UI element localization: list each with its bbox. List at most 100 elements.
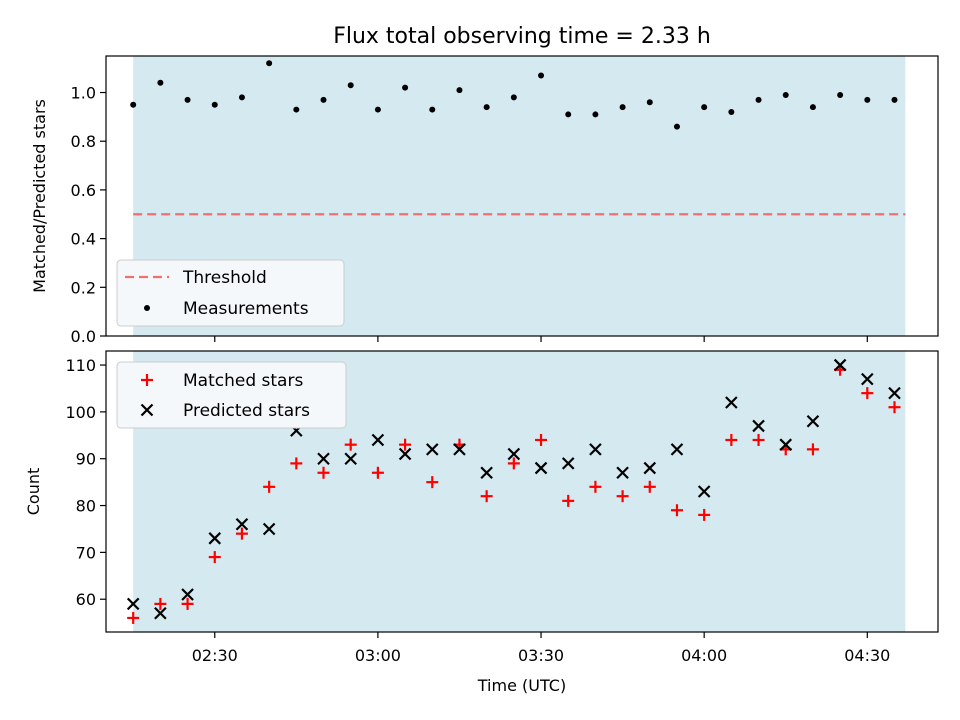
bottom-panel: 60 70 80 90 100 110 02:30 03:00 03:30 04:00 04:30…	[24, 350, 939, 695]
top-legend-box	[116, 259, 345, 327]
predicted-star-point	[779, 438, 793, 451]
matched-star-point	[888, 401, 901, 414]
legend-matched-marker	[141, 374, 153, 386]
measurement-point	[891, 96, 898, 103]
top-y-axis-label: Matched/Predicted stars	[30, 99, 49, 293]
matched-star-point	[589, 480, 602, 493]
matched-star-point	[535, 433, 548, 446]
predicted-star-point	[534, 461, 548, 475]
predicted-star-point	[616, 466, 629, 480]
predicted-star-point	[507, 447, 521, 461]
predicted-star-point	[235, 518, 249, 531]
predicted-star-point	[453, 443, 466, 456]
measurement-point	[538, 72, 545, 79]
legend-measurements-label: Measurements	[183, 299, 309, 319]
y-tick-label: 1.0	[71, 84, 96, 103]
matched-star-point	[616, 490, 629, 503]
measurement-point	[266, 60, 273, 67]
y-tick-label: 0.2	[71, 278, 96, 297]
matched-star-point	[127, 611, 140, 624]
predicted-star-point	[861, 372, 874, 386]
matched-star-point	[154, 597, 167, 610]
bottom-y-axis: 60 70 80 90 100 110	[65, 356, 106, 609]
matched-star-point	[480, 490, 493, 503]
measurement-point	[374, 106, 381, 113]
predicted-star-point	[670, 443, 684, 456]
x-axis-label: Time (UTC)	[477, 676, 566, 695]
legend-predicted-swatch	[140, 403, 154, 417]
matched-star-point	[426, 476, 439, 489]
matched-star-point	[208, 551, 221, 564]
predicted-star-point	[888, 386, 901, 400]
matched-star-point	[317, 466, 330, 479]
count-points	[126, 358, 901, 624]
predicted-star-point	[154, 606, 167, 620]
matched-star-point	[263, 480, 276, 493]
measurement-point	[456, 87, 463, 94]
predicted-star-point	[697, 485, 711, 498]
y-tick-label: 80	[76, 497, 96, 516]
matched-star-point	[861, 387, 874, 400]
y-tick-label: 0.4	[71, 230, 96, 249]
matched-star-point	[344, 438, 357, 451]
matched-star-point	[562, 494, 575, 507]
measurement-point	[429, 106, 436, 113]
predicted-star-point	[752, 419, 765, 433]
predicted-star-point	[725, 396, 738, 409]
measurement-point	[728, 109, 735, 115]
matched-star-point	[235, 527, 248, 540]
bottom-legend: Matched stars Predicted stars	[116, 361, 347, 429]
measurement-point	[293, 106, 300, 113]
measurement-point	[157, 79, 164, 86]
measurement-point	[238, 94, 245, 101]
measurement-point	[673, 123, 680, 130]
matched-star-point	[399, 438, 412, 451]
predicted-star-point	[643, 461, 657, 475]
matched-star-point	[290, 457, 303, 470]
predicted-star-point	[126, 597, 140, 611]
measurement-point	[347, 82, 354, 89]
y-tick-label: 100	[65, 403, 96, 422]
matched-star-point	[806, 443, 819, 456]
matched-star-point	[725, 433, 738, 446]
matched-star-point	[698, 508, 711, 521]
top-legend: Threshold Measurements	[116, 259, 345, 327]
x-tick-label: 04:30	[844, 646, 890, 665]
matched-star-point	[643, 480, 656, 493]
bottom-axes-frame	[105, 350, 939, 633]
measurement-point	[565, 111, 572, 118]
predicted-star-point	[262, 522, 276, 536]
measurement-points	[130, 60, 898, 130]
matched-star-point	[670, 504, 683, 517]
y-tick-label: 0.8	[71, 132, 96, 151]
legend-threshold-label: Threshold	[182, 268, 267, 288]
predicted-star-point	[806, 414, 820, 428]
legend-predicted-marker	[140, 403, 154, 417]
x-tick-label: 02:30	[192, 646, 238, 665]
predicted-star-point	[208, 532, 222, 545]
matched-star-point	[752, 433, 765, 446]
y-tick-label: 0.0	[71, 327, 96, 346]
predicted-star-point	[371, 433, 385, 447]
legend-predicted-label: Predicted stars	[183, 401, 310, 421]
predicted-star-point	[425, 443, 439, 456]
bottom-legend-box	[116, 361, 347, 429]
measurement-point	[510, 94, 517, 101]
measurement-point	[809, 104, 816, 111]
predicted-star-point	[181, 588, 194, 601]
measurement-point	[646, 99, 653, 106]
bottom-x-axis: 02:30 03:00 03:30 04:00 04:30	[192, 632, 890, 665]
measurement-point	[755, 96, 762, 103]
measurement-point	[619, 104, 626, 111]
measurement-point	[402, 84, 409, 91]
measurement-point	[483, 104, 490, 111]
chart-title: Flux total observing time = 2.33 h	[333, 24, 711, 49]
x-tick-label: 03:30	[518, 646, 564, 665]
bottom-y-axis-label: Count	[24, 468, 43, 516]
measurement-point	[184, 96, 191, 103]
measurement-point	[837, 91, 844, 98]
matched-star-point	[181, 597, 194, 610]
top-y-axis: 0.0 0.2 0.4 0.6 0.8 1.0	[71, 84, 106, 346]
legend-measurement-swatch	[144, 305, 150, 311]
